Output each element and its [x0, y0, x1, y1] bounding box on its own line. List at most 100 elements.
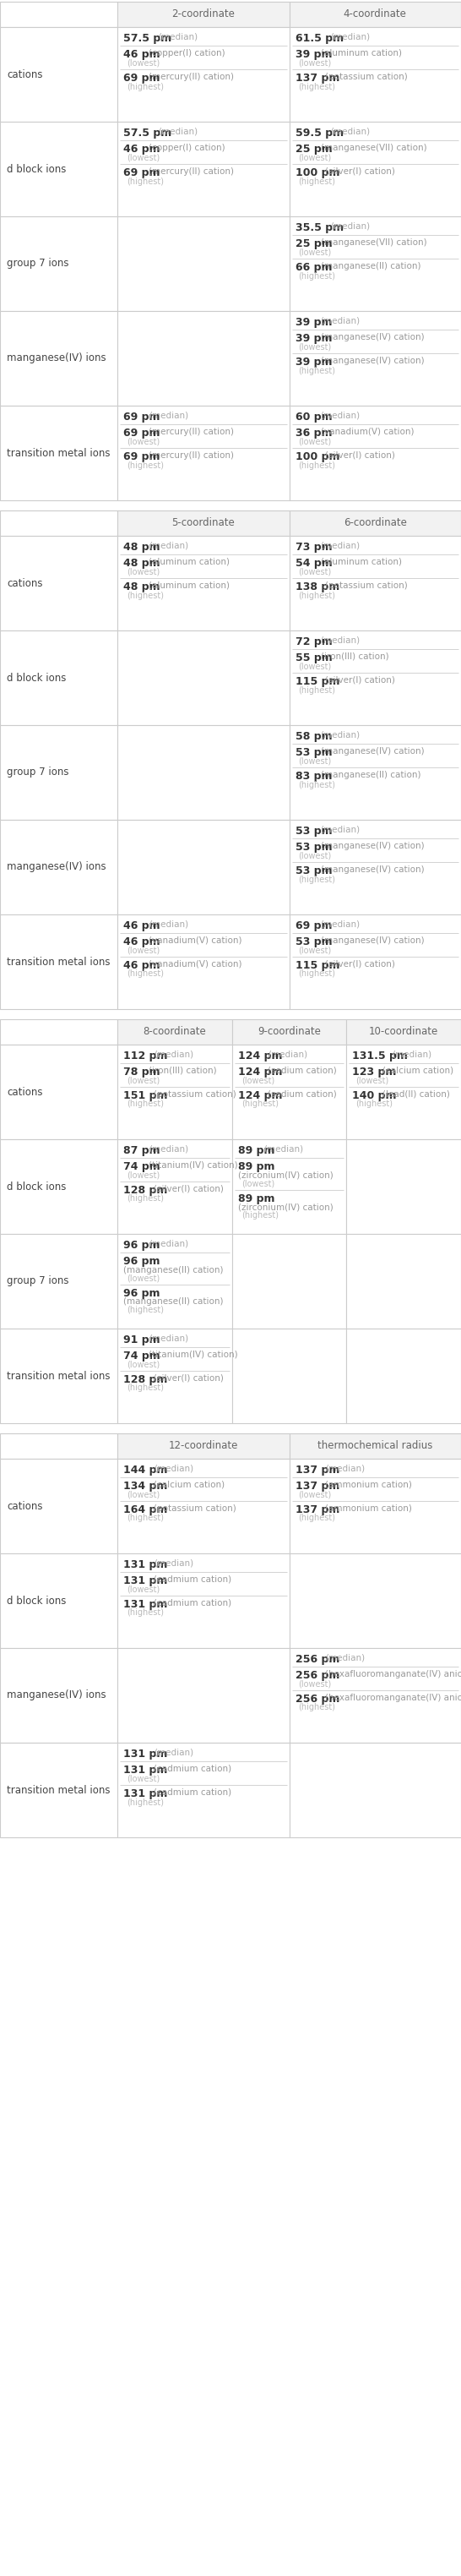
- Text: (lowest): (lowest): [127, 1775, 160, 1783]
- Text: 46 pm: 46 pm: [124, 920, 160, 933]
- Text: (zirconium(IV) cation): (zirconium(IV) cation): [238, 1172, 333, 1180]
- Text: 46 pm: 46 pm: [124, 49, 160, 59]
- Text: 39 pm: 39 pm: [295, 355, 332, 368]
- Text: (highest): (highest): [299, 876, 336, 884]
- Text: (median): (median): [320, 317, 360, 325]
- Text: 256 pm: 256 pm: [295, 1654, 339, 1664]
- Bar: [0, 1432, 118, 1458]
- Text: cations: cations: [7, 70, 42, 80]
- Text: (lead(II) cation): (lead(II) cation): [382, 1090, 450, 1097]
- Bar: [290, 26, 461, 121]
- Text: (lowest): (lowest): [299, 438, 332, 446]
- Bar: [290, 1649, 461, 1744]
- Text: (lowest): (lowest): [299, 945, 332, 956]
- Text: (median): (median): [320, 412, 360, 420]
- Text: (lowest): (lowest): [127, 1492, 160, 1499]
- Text: 140 pm: 140 pm: [352, 1090, 397, 1100]
- Text: 123 pm: 123 pm: [352, 1066, 396, 1077]
- Text: (median): (median): [154, 1051, 193, 1059]
- Bar: [118, 1329, 232, 1422]
- Text: 128 pm: 128 pm: [124, 1373, 168, 1386]
- Text: (highest): (highest): [299, 461, 336, 469]
- Text: manganese(IV) ions: manganese(IV) ions: [7, 353, 106, 363]
- Text: 69 pm: 69 pm: [124, 451, 160, 461]
- Text: 57.5 pm: 57.5 pm: [124, 129, 172, 139]
- Text: (median): (median): [149, 1146, 189, 1154]
- Text: (manganese(IV) cation): (manganese(IV) cation): [320, 935, 424, 945]
- Text: (manganese(IV) cation): (manganese(IV) cation): [320, 332, 424, 340]
- Bar: [290, 312, 461, 404]
- Text: (titanium(IV) cation): (titanium(IV) cation): [149, 1162, 238, 1170]
- Bar: [118, 1744, 290, 1837]
- Bar: [290, 3, 461, 26]
- Text: 66 pm: 66 pm: [295, 263, 332, 273]
- Text: (aluminum cation): (aluminum cation): [320, 556, 402, 567]
- Text: (vanadium(V) cation): (vanadium(V) cation): [149, 935, 242, 945]
- Text: (highest): (highest): [299, 82, 336, 90]
- Text: d block ions: d block ions: [7, 672, 66, 683]
- Text: (silver(I) cation): (silver(I) cation): [325, 167, 395, 175]
- Text: 60 pm: 60 pm: [295, 412, 332, 422]
- Bar: [118, 536, 290, 631]
- Text: (lowest): (lowest): [356, 1077, 389, 1084]
- Text: (median): (median): [149, 541, 189, 551]
- Bar: [0, 26, 118, 121]
- Bar: [0, 914, 118, 1010]
- Text: (median): (median): [149, 1239, 189, 1249]
- Text: 5-coordinate: 5-coordinate: [172, 518, 235, 528]
- Text: (cadmium cation): (cadmium cation): [154, 1574, 231, 1584]
- Text: (lowest): (lowest): [299, 59, 332, 67]
- Text: 69 pm: 69 pm: [124, 167, 160, 178]
- Bar: [118, 1020, 232, 1046]
- Bar: [118, 819, 290, 914]
- Text: (cadmium cation): (cadmium cation): [154, 1788, 231, 1795]
- Text: (median): (median): [158, 33, 198, 41]
- Text: 144 pm: 144 pm: [124, 1466, 168, 1476]
- Text: (highest): (highest): [127, 1195, 164, 1203]
- Text: 53 pm: 53 pm: [295, 842, 332, 853]
- Text: (median): (median): [330, 129, 370, 137]
- Text: (highest): (highest): [299, 781, 336, 788]
- Text: (lowest): (lowest): [299, 1492, 332, 1499]
- Text: transition metal ions: transition metal ions: [7, 1785, 110, 1795]
- Text: 74 pm: 74 pm: [124, 1350, 160, 1360]
- Text: (highest): (highest): [299, 969, 336, 979]
- Text: (median): (median): [158, 129, 198, 137]
- Text: 54 pm: 54 pm: [295, 556, 332, 569]
- Text: (zirconium(IV) cation): (zirconium(IV) cation): [238, 1203, 333, 1211]
- Text: (lowest): (lowest): [299, 757, 332, 765]
- Text: 46 pm: 46 pm: [124, 961, 160, 971]
- Text: (highest): (highest): [127, 1383, 164, 1394]
- Text: (lowest): (lowest): [299, 853, 332, 860]
- Text: 58 pm: 58 pm: [295, 732, 332, 742]
- Bar: [290, 121, 461, 216]
- Text: 74 pm: 74 pm: [124, 1162, 160, 1172]
- Text: (median): (median): [330, 222, 370, 232]
- Text: (vanadium(V) cation): (vanadium(V) cation): [149, 961, 242, 969]
- Text: (mercury(II) cation): (mercury(II) cation): [149, 451, 234, 459]
- Text: (median): (median): [330, 33, 370, 41]
- Text: (lowest): (lowest): [127, 1360, 160, 1368]
- Text: (manganese(IV) cation): (manganese(IV) cation): [320, 866, 424, 873]
- Text: (vanadium(V) cation): (vanadium(V) cation): [320, 428, 414, 435]
- Text: (calcium cation): (calcium cation): [382, 1066, 454, 1074]
- Text: 256 pm: 256 pm: [295, 1692, 339, 1705]
- Text: 151 pm: 151 pm: [124, 1090, 168, 1100]
- Text: (lowest): (lowest): [299, 155, 332, 162]
- Bar: [0, 1234, 118, 1329]
- Text: 2-coordinate: 2-coordinate: [172, 8, 235, 21]
- Text: 53 pm: 53 pm: [295, 866, 332, 876]
- Text: (titanium(IV) cation): (titanium(IV) cation): [149, 1350, 238, 1358]
- Bar: [0, 631, 118, 724]
- Text: (lowest): (lowest): [299, 662, 332, 670]
- Bar: [0, 1553, 118, 1649]
- Text: 39 pm: 39 pm: [295, 317, 332, 327]
- Bar: [290, 404, 461, 500]
- Text: (sodium cation): (sodium cation): [268, 1090, 337, 1097]
- Text: 137 pm: 137 pm: [295, 72, 339, 82]
- Text: (mercury(II) cation): (mercury(II) cation): [149, 428, 234, 435]
- Text: 36 pm: 36 pm: [295, 428, 332, 438]
- Text: (median): (median): [320, 827, 360, 835]
- Bar: [232, 1020, 347, 1046]
- Text: (median): (median): [263, 1146, 303, 1154]
